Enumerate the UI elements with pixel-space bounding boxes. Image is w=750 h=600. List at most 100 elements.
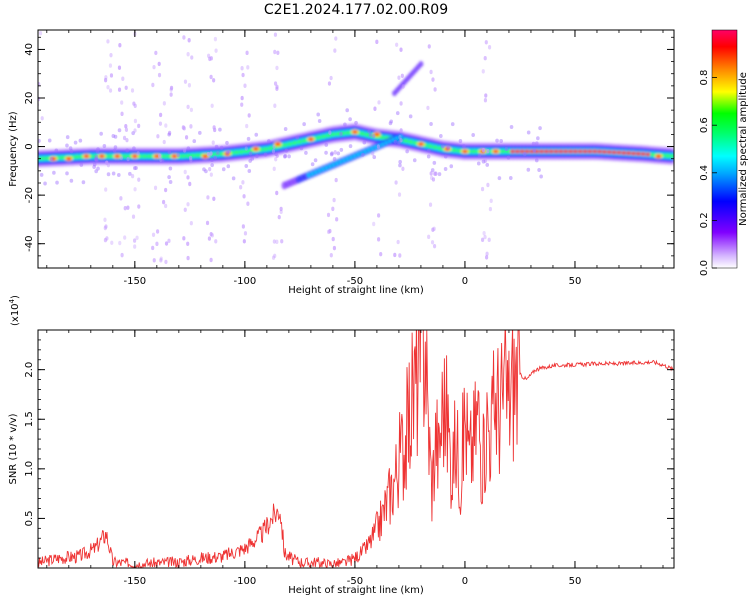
- heat-speckle: [428, 202, 433, 207]
- heat-near-speckle: [371, 133, 376, 138]
- heat-red-spot: [99, 154, 105, 158]
- heat-near-speckle: [283, 153, 288, 158]
- heat-core-cell: [456, 148, 462, 153]
- heat-core-cell: [645, 152, 651, 157]
- heat-speckle: [35, 118, 38, 122]
- heat-near-speckle: [55, 180, 59, 185]
- heat-core-cell: [301, 138, 307, 143]
- heat-speckle: [214, 48, 218, 53]
- heat-near-speckle: [283, 154, 287, 159]
- heat-near-speckle: [368, 132, 373, 137]
- heat-core-cell: [577, 149, 583, 154]
- heat-red-spot: [50, 157, 56, 161]
- heat-speckle: [427, 234, 431, 240]
- heat-near-speckle: [43, 181, 47, 186]
- heat-core-cell: [505, 149, 511, 154]
- heat-near-speckle: [78, 138, 83, 143]
- heat-near-speckle: [176, 153, 181, 158]
- heat-speckle: [241, 180, 245, 185]
- heat-speckle: [373, 106, 377, 111]
- heat-speckle: [275, 239, 279, 245]
- heat-speckle: [393, 252, 397, 258]
- heat-speckle: [120, 100, 124, 105]
- heat-near-speckle: [299, 146, 304, 151]
- heat-core-cell: [616, 150, 622, 155]
- heat-speckle: [118, 43, 122, 48]
- heat-speckle: [480, 237, 485, 243]
- heat-speckle: [245, 50, 249, 56]
- heat-speckle: [276, 50, 280, 56]
- heat-red-spot: [202, 154, 208, 158]
- heat-near-speckle: [231, 176, 236, 181]
- heat-speckle: [275, 190, 279, 196]
- heat-speckle: [379, 251, 383, 257]
- heat-near-speckle: [227, 149, 231, 154]
- heat-speckle: [483, 234, 487, 240]
- heat-speckle: [332, 245, 337, 251]
- heat-speckle: [376, 144, 380, 149]
- heat-speckle: [484, 93, 488, 98]
- heat-speckle: [372, 221, 376, 227]
- heat-core-cell: [282, 143, 288, 148]
- heat-speckle: [158, 153, 162, 158]
- heat-core-cell: [519, 149, 525, 154]
- heat-speckle: [329, 75, 333, 81]
- heat-speckle: [183, 169, 187, 175]
- heat-speckle: [375, 39, 379, 45]
- spectrogram-xtick-label: 50: [569, 276, 582, 287]
- heat-near-speckle: [437, 172, 442, 177]
- colorbar-tick-label: 0.6: [699, 117, 710, 133]
- heat-speckle: [189, 124, 193, 129]
- heat-near-speckle: [537, 167, 541, 172]
- heat-near-speckle: [324, 142, 329, 147]
- heat-near-speckle: [485, 162, 490, 167]
- heat-near-speckle: [361, 152, 365, 157]
- heat-speckle: [211, 140, 215, 145]
- heat-near-speckle: [509, 125, 514, 130]
- heat-near-speckle: [92, 164, 96, 169]
- heat-speckle: [333, 48, 337, 53]
- heat-speckle: [241, 224, 245, 229]
- heat-near-speckle: [329, 152, 334, 157]
- heat-near-speckle: [526, 167, 531, 172]
- heat-near-speckle: [65, 171, 69, 176]
- heat-speckle: [106, 85, 110, 90]
- heat-speckle: [486, 182, 490, 188]
- heat-speckle: [245, 123, 249, 129]
- colorbar-gradient: [711, 29, 738, 269]
- heat-speckle: [136, 151, 140, 156]
- heat-near-speckle: [426, 154, 431, 159]
- heat-near-speckle: [348, 144, 353, 149]
- heat-red-spot: [493, 149, 499, 154]
- heat-red-spot: [275, 142, 281, 146]
- snr-line-marks: [38, 330, 674, 568]
- heat-core-cell: [534, 149, 540, 154]
- heat-speckle: [432, 243, 437, 249]
- heat-near-speckle: [310, 162, 315, 167]
- heat-speckle: [431, 77, 435, 82]
- heat-core-cell: [74, 154, 80, 159]
- heat-speckle: [273, 32, 278, 37]
- heat-near-speckle: [94, 157, 98, 162]
- heat-core-cell: [563, 149, 569, 154]
- heat-near-speckle: [536, 136, 540, 141]
- heat-speckle: [189, 155, 193, 161]
- heat-red-spot: [444, 147, 450, 151]
- heat-near-speckle: [440, 144, 445, 149]
- heat-near-speckle: [69, 149, 74, 154]
- heat-speckle: [205, 220, 210, 226]
- heat-speckle: [333, 150, 337, 155]
- heat-near-speckle: [218, 127, 222, 132]
- heat-near-speckle: [210, 163, 214, 168]
- colorbar-tick-label: 0.2: [699, 212, 710, 228]
- heat-speckle: [332, 197, 336, 203]
- heat-near-speckle: [113, 134, 118, 139]
- heat-core-cell: [592, 149, 598, 154]
- heat-near-speckle: [330, 151, 334, 156]
- spectrogram-panel: -150 -100 -50 0 50 -40 -20 0 20 40 Height of stra…: [8, 29, 675, 296]
- heat-near-speckle: [117, 172, 121, 177]
- heat-speckle: [103, 217, 107, 222]
- heat-speckle: [430, 240, 435, 245]
- heat-speckle: [190, 55, 194, 60]
- heat-speckle: [109, 73, 114, 78]
